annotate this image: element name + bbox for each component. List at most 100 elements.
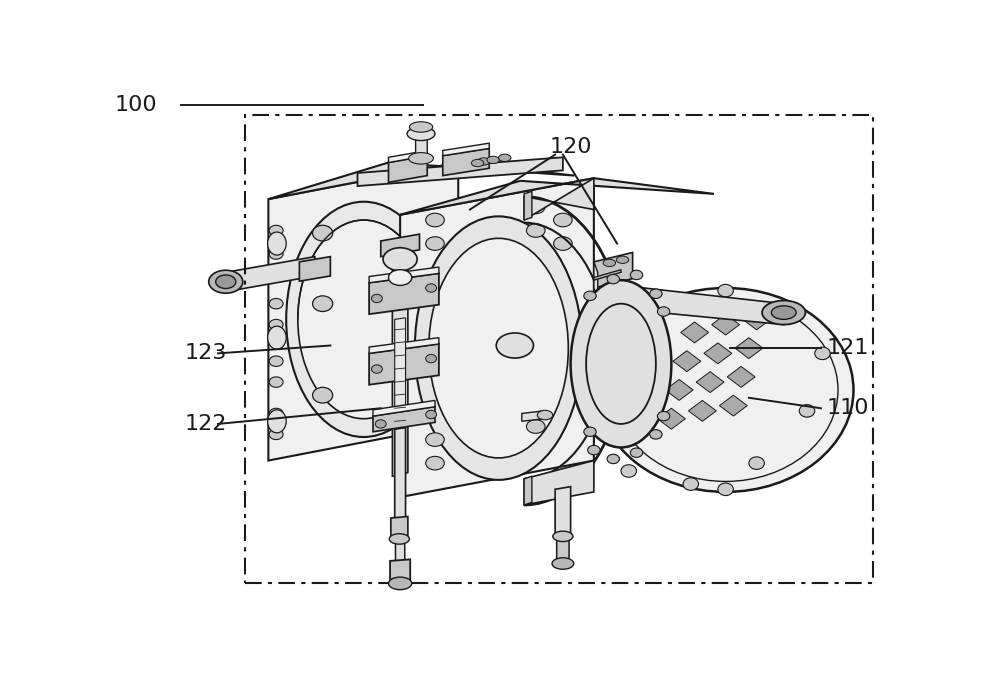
Text: 120: 120: [549, 137, 592, 157]
Ellipse shape: [269, 377, 283, 387]
Ellipse shape: [426, 237, 444, 251]
Polygon shape: [443, 143, 489, 155]
Ellipse shape: [388, 577, 412, 589]
Ellipse shape: [402, 213, 422, 228]
Polygon shape: [555, 487, 571, 536]
Polygon shape: [665, 380, 693, 401]
Polygon shape: [696, 371, 724, 392]
Ellipse shape: [630, 270, 643, 280]
Ellipse shape: [471, 160, 484, 167]
Ellipse shape: [426, 213, 444, 227]
Ellipse shape: [268, 326, 286, 349]
Polygon shape: [557, 534, 569, 562]
Polygon shape: [524, 178, 594, 220]
Ellipse shape: [613, 299, 838, 481]
Ellipse shape: [409, 122, 433, 132]
Polygon shape: [524, 476, 532, 505]
Ellipse shape: [554, 213, 572, 227]
Ellipse shape: [537, 410, 553, 420]
Polygon shape: [369, 274, 439, 314]
Ellipse shape: [496, 333, 533, 358]
Polygon shape: [369, 344, 439, 385]
Polygon shape: [735, 337, 763, 359]
Ellipse shape: [650, 430, 662, 439]
Ellipse shape: [607, 274, 619, 284]
Polygon shape: [400, 178, 714, 215]
Ellipse shape: [771, 306, 796, 319]
Polygon shape: [392, 242, 408, 476]
Polygon shape: [594, 262, 598, 299]
Polygon shape: [369, 337, 439, 353]
Polygon shape: [594, 270, 621, 280]
Ellipse shape: [616, 256, 629, 263]
Polygon shape: [688, 401, 716, 421]
Ellipse shape: [650, 289, 662, 299]
Polygon shape: [299, 257, 330, 281]
Polygon shape: [522, 411, 544, 421]
Polygon shape: [673, 351, 701, 371]
Polygon shape: [743, 309, 771, 330]
Polygon shape: [391, 517, 408, 539]
Ellipse shape: [552, 557, 574, 569]
Ellipse shape: [749, 457, 764, 469]
Ellipse shape: [657, 411, 670, 421]
Polygon shape: [594, 253, 633, 288]
Text: 100: 100: [115, 95, 158, 115]
Polygon shape: [268, 162, 458, 460]
Ellipse shape: [499, 154, 511, 162]
Ellipse shape: [554, 237, 572, 251]
Ellipse shape: [584, 427, 596, 437]
Ellipse shape: [588, 445, 600, 455]
Ellipse shape: [630, 448, 643, 458]
Ellipse shape: [478, 158, 490, 165]
Ellipse shape: [607, 454, 619, 464]
Ellipse shape: [429, 238, 568, 458]
Ellipse shape: [799, 405, 815, 417]
Polygon shape: [712, 314, 740, 335]
Polygon shape: [719, 395, 747, 416]
Ellipse shape: [269, 356, 283, 367]
Ellipse shape: [402, 377, 422, 392]
Ellipse shape: [426, 433, 444, 446]
Polygon shape: [400, 178, 594, 497]
Polygon shape: [369, 267, 439, 282]
Bar: [245, 115, 873, 583]
Polygon shape: [621, 285, 784, 325]
Ellipse shape: [718, 285, 733, 297]
Ellipse shape: [586, 304, 656, 424]
Polygon shape: [226, 257, 315, 292]
Ellipse shape: [407, 127, 435, 141]
Ellipse shape: [487, 156, 499, 164]
Polygon shape: [388, 155, 427, 183]
Ellipse shape: [815, 347, 830, 360]
Polygon shape: [395, 318, 406, 429]
Ellipse shape: [216, 275, 236, 289]
Polygon shape: [381, 234, 420, 257]
Ellipse shape: [603, 259, 616, 267]
Ellipse shape: [594, 418, 609, 430]
Ellipse shape: [657, 307, 670, 316]
Polygon shape: [373, 401, 435, 416]
Polygon shape: [395, 537, 405, 562]
Ellipse shape: [298, 220, 430, 419]
Ellipse shape: [269, 408, 283, 419]
Ellipse shape: [371, 365, 382, 373]
Ellipse shape: [718, 483, 733, 496]
Ellipse shape: [415, 217, 582, 480]
Polygon shape: [395, 428, 406, 521]
Ellipse shape: [621, 464, 637, 477]
Ellipse shape: [426, 284, 437, 292]
Polygon shape: [681, 322, 709, 343]
Ellipse shape: [268, 410, 286, 433]
Text: 110: 110: [826, 399, 869, 418]
Ellipse shape: [762, 301, 805, 325]
Ellipse shape: [269, 249, 283, 259]
Polygon shape: [727, 367, 755, 387]
Ellipse shape: [409, 153, 433, 164]
Polygon shape: [704, 343, 732, 364]
Polygon shape: [373, 407, 435, 432]
Ellipse shape: [313, 387, 333, 403]
Ellipse shape: [375, 420, 386, 428]
Text: 122: 122: [185, 414, 227, 434]
Polygon shape: [268, 162, 574, 199]
